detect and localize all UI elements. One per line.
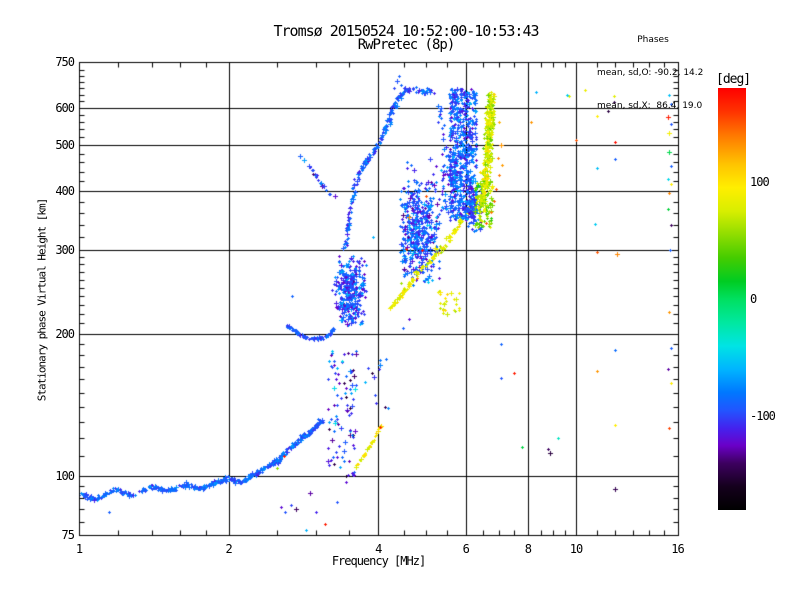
- x-tick-label: 2: [225, 542, 233, 556]
- colorbar-label: [deg]: [716, 72, 751, 87]
- phase-stats-x-mode: mean, sd,X: 86.4, 19.0: [597, 101, 703, 111]
- y-tick-label: 600: [55, 100, 75, 115]
- chart-title: Tromsø 20150524 10:52:00-10:53:43: [273, 22, 539, 40]
- phase-stats: Phases mean, sd,O: -90.2, 14.2 mean, sd,…: [597, 13, 709, 134]
- y-tick-label: 500: [55, 138, 75, 153]
- phase-stats-o-mode: mean, sd,O: -90.2, 14.2: [597, 68, 704, 78]
- x-tick-label: 16: [671, 542, 684, 556]
- colorbar-tick-label: 0: [750, 292, 757, 306]
- y-tick-label: 750: [55, 55, 75, 69]
- y-tick-label: 200: [55, 326, 75, 341]
- x-tick-label: 1: [75, 542, 83, 556]
- x-tick-label: 10: [569, 542, 583, 556]
- colorbar-tick-label: -100: [750, 409, 776, 424]
- x-axis-label: Frequency [MHz]: [331, 554, 426, 568]
- colorbar-tick-label: 100: [750, 174, 770, 189]
- y-tick-label: 75: [61, 528, 75, 542]
- phase-stats-heading: Phases: [637, 35, 669, 45]
- x-tick-label: 8: [524, 542, 532, 556]
- y-tick-label: 400: [55, 184, 75, 199]
- x-tick-label: 4: [375, 542, 382, 556]
- y-tick-label: 300: [55, 243, 75, 258]
- colorbar: [718, 88, 746, 510]
- y-axis-label: Stationary phase Virtual Height [km]: [35, 198, 49, 402]
- x-tick-label: 6: [462, 542, 470, 556]
- y-tick-label: 100: [55, 468, 75, 483]
- chart-subtitle: RwPretec (8p): [357, 37, 456, 53]
